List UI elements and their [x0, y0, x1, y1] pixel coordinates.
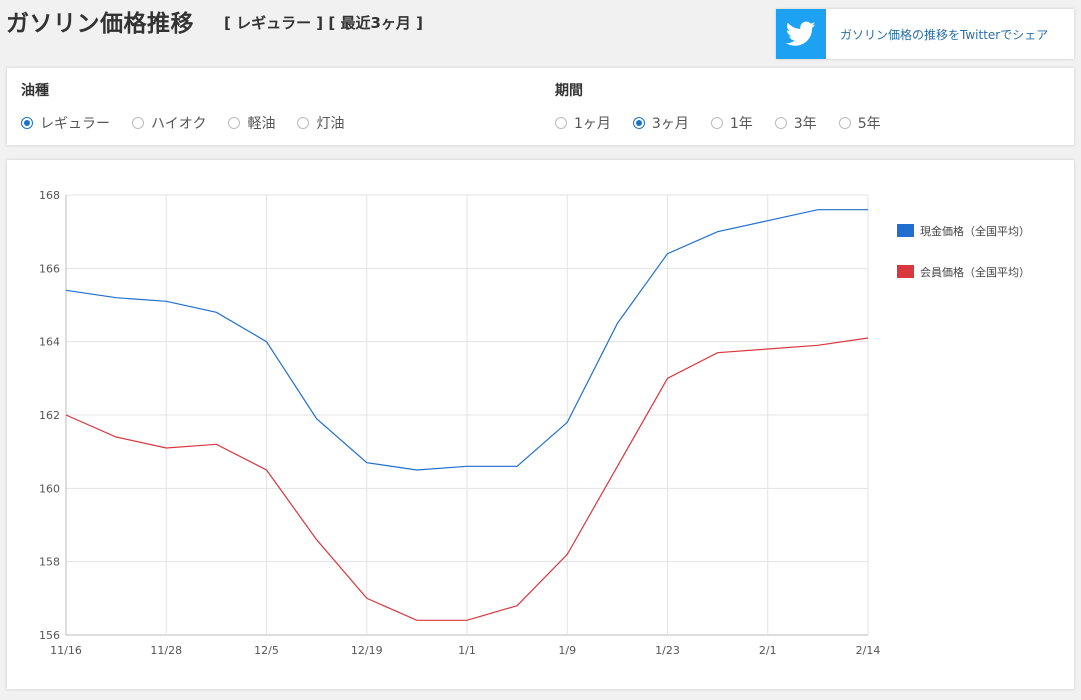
radio-unchecked-icon[interactable] [838, 117, 851, 129]
period-option-label: 1ヶ月 [574, 116, 611, 132]
series-line-0 [65, 209, 868, 471]
legend-label-0: 現金価格（全国平均） [920, 224, 1030, 238]
x-tick-label: 12/5 [254, 644, 279, 657]
legend-label-1: 会員価格（全国平均） [920, 265, 1030, 279]
x-tick-label: 1/9 [558, 644, 576, 657]
period-title: 期間 [555, 83, 583, 99]
radio-unchecked-icon[interactable] [774, 117, 787, 129]
period-option-label: 5年 [857, 116, 881, 132]
y-tick-label: 166 [39, 262, 60, 275]
chart-panel: 156 158 160 162 164 166 168 11/16 11/28 12/5 12/19… [7, 160, 1074, 689]
page-title: ガソリン価格推移 [6, 11, 194, 37]
period-option[interactable]: 5年 [838, 113, 881, 133]
period-option-label: 3ヶ月 [651, 116, 689, 132]
radio-unchecked-icon[interactable] [228, 117, 241, 129]
y-tick-label: 158 [39, 556, 60, 569]
period-options: 1ヶ月 3ヶ月 1年 3年 5年 [555, 113, 903, 133]
y-tick-label: 156 [39, 629, 60, 642]
twitter-share-label: ガソリン価格の推移をTwitterでシェア [840, 27, 1049, 42]
fuel-type-title: 油種 [21, 83, 49, 99]
radio-checked-icon[interactable] [21, 117, 33, 129]
y-tick-label: 164 [39, 336, 60, 349]
x-tick-label: 1/23 [655, 644, 680, 657]
filter-panel: 油種 レギュラー ハイオク 軽油 灯油 期間 1ヶ月 3ヶ月 1年 3年 5年 [7, 68, 1074, 145]
period-option[interactable]: 3年 [774, 113, 817, 133]
y-tick-label: 160 [39, 482, 60, 495]
fuel-type-option-label: レギュラー [40, 116, 110, 132]
fuel-type-option[interactable]: レギュラー [21, 113, 110, 133]
page-subtitle: [ レギュラー ] [ 最近3ヶ月 ] [224, 14, 423, 32]
legend-swatch-0 [897, 224, 914, 237]
twitter-share-button[interactable]: ガソリン価格の推移をTwitterでシェア [776, 9, 1074, 59]
fuel-type-option[interactable]: ハイオク [132, 113, 206, 133]
radio-unchecked-icon[interactable] [132, 117, 144, 129]
x-tick-label: 2/14 [856, 644, 881, 657]
radio-unchecked-icon[interactable] [297, 117, 310, 129]
series-line-1 [65, 337, 869, 621]
fuel-type-option[interactable]: 灯油 [297, 113, 344, 133]
fuel-type-option-label: 軽油 [247, 116, 276, 132]
price-line-chart: 156 158 160 162 164 166 168 11/16 11/28 12/5 12/19… [39, 189, 1030, 657]
period-option[interactable]: 3ヶ月 [632, 113, 689, 133]
fuel-type-option-label: 灯油 [316, 116, 345, 132]
x-tick-label: 1/1 [458, 644, 476, 657]
x-tick-label: 11/28 [150, 644, 182, 657]
x-tick-label: 12/19 [351, 644, 383, 657]
x-tick-label: 11/16 [50, 644, 82, 657]
period-group: 期間 1ヶ月 3ヶ月 1年 3年 5年 [555, 80, 903, 133]
radio-unchecked-icon[interactable] [710, 117, 723, 129]
legend-swatch-1 [897, 265, 914, 278]
x-tick-label: 2/1 [759, 644, 777, 657]
y-tick-label: 162 [39, 409, 60, 422]
period-option[interactable]: 1ヶ月 [555, 113, 611, 133]
radio-unchecked-icon[interactable] [555, 117, 567, 129]
fuel-type-option[interactable]: 軽油 [228, 113, 275, 133]
period-option-label: 1年 [729, 116, 753, 132]
y-tick-label: 168 [39, 189, 60, 202]
radio-checked-icon[interactable] [632, 117, 645, 129]
period-option-label: 3年 [793, 116, 817, 132]
fuel-type-options: レギュラー ハイオク 軽油 灯油 [21, 113, 366, 133]
period-option[interactable]: 1年 [710, 113, 753, 133]
fuel-type-option-label: ハイオク [151, 116, 207, 132]
twitter-bird-icon [776, 9, 826, 59]
fuel-type-group: 油種 レギュラー ハイオク 軽油 灯油 [21, 80, 366, 133]
